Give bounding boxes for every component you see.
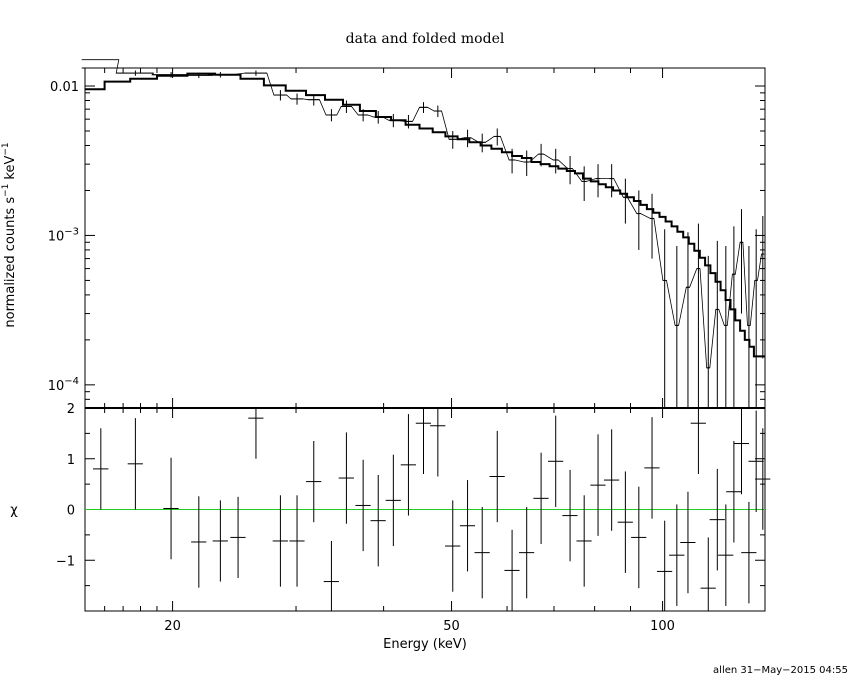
ylabel-bottom: χ <box>10 503 18 518</box>
spectrum-panel: 0.01 10−3 10−4 <box>48 59 766 409</box>
data-step-line <box>81 59 765 369</box>
res-y-tick-label--1: −1 <box>56 554 75 569</box>
y-tick-label-0: 0.01 <box>50 80 79 95</box>
x-tick-label-50: 50 <box>443 619 460 634</box>
x-tick-label-20: 20 <box>164 619 181 634</box>
spectrum-frame <box>84 67 766 409</box>
residual-panel: 20 50 100 −1 0 1 2 <box>56 402 771 634</box>
xlabel: Energy (keV) <box>383 637 467 652</box>
x-tick-label-100: 100 <box>650 619 675 634</box>
model-step-line <box>85 72 765 358</box>
svg-text:normalized counts s−1keV−1: normalized counts s−1keV−1 <box>1 142 18 327</box>
ylabel-exp1: −1 <box>1 184 11 197</box>
res-y-tick-label-0: 0 <box>67 504 75 519</box>
ylabel-unit: keV <box>3 156 18 180</box>
y-tick-label-1: 10−3 <box>48 226 79 244</box>
ylabel-top: normalized counts s−1keV−1 <box>1 142 18 327</box>
ylabel-exp2: −1 <box>1 142 11 155</box>
ylabel-main: normalized counts s <box>3 197 18 328</box>
chart-title: data and folded model <box>346 31 505 47</box>
res-y-tick-label-1: 1 <box>67 453 75 468</box>
res-y-tick-label-2: 2 <box>67 402 75 417</box>
footer-stamp: allen 31−May−2015 04:55 <box>713 665 848 676</box>
y-tick-label-2: 10−4 <box>48 376 79 394</box>
